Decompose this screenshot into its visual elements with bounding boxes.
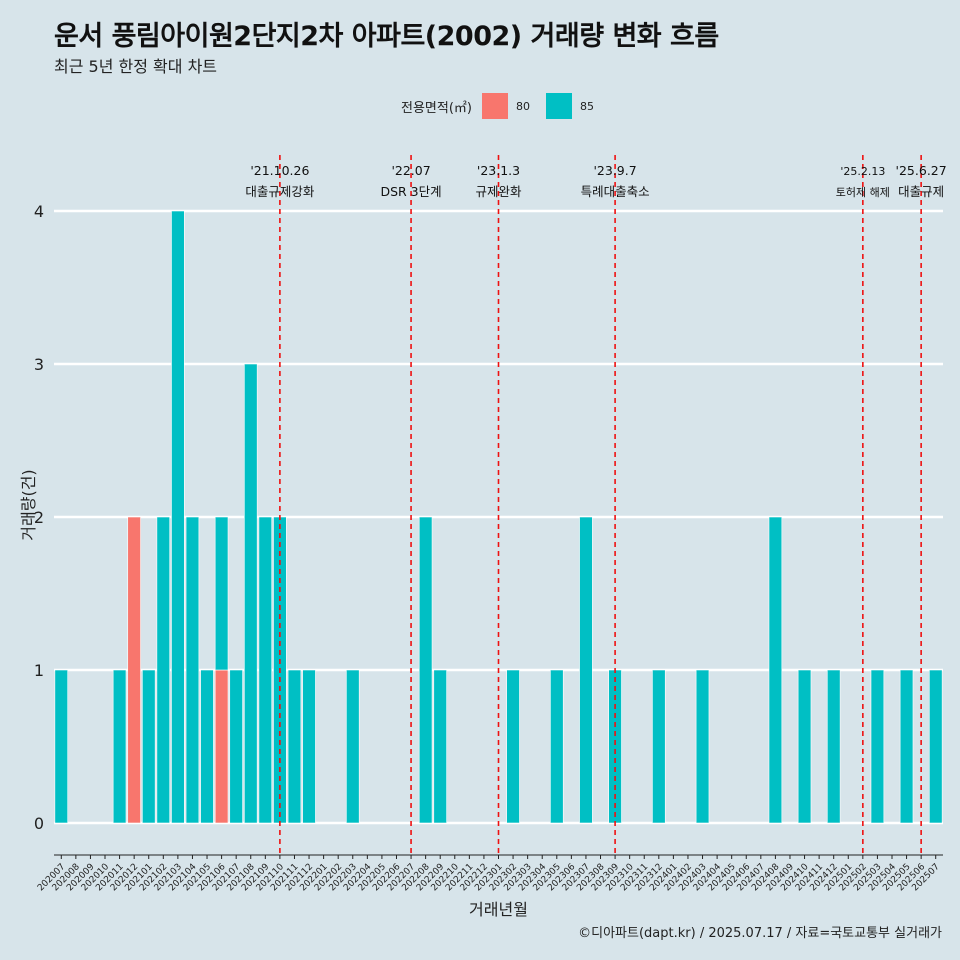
bar-85-202305 bbox=[550, 669, 564, 824]
y-tick-label: 2 bbox=[34, 508, 44, 527]
event-text-label: 토허제 해제 bbox=[836, 185, 890, 199]
y-tick-label: 3 bbox=[34, 355, 44, 374]
bar-85-202209 bbox=[433, 669, 447, 824]
legend: 전용면적(㎡) 80 85 bbox=[401, 93, 600, 119]
chart-title: 운서 풍림아이원2단지2차 아파트(2002) 거래량 변화 흐름 bbox=[54, 21, 719, 52]
bar-85-202505 bbox=[899, 669, 914, 824]
bar-85-202007 bbox=[54, 669, 68, 824]
bar-85-202203 bbox=[346, 669, 360, 824]
chart-subtitle: 최근 5년 한정 확대 차트 bbox=[54, 57, 218, 76]
x-axis-title: 거래년월 bbox=[469, 900, 528, 919]
bar-85-202309 bbox=[608, 669, 622, 824]
bar-85-202106 bbox=[214, 516, 229, 671]
legend-title: 전용면적(㎡) bbox=[401, 100, 472, 116]
y-tick-label: 1 bbox=[34, 661, 44, 680]
bar-80-202012 bbox=[127, 516, 141, 824]
bar-85-202107 bbox=[229, 669, 243, 824]
y-axis-title: 거래량(건) bbox=[19, 469, 38, 540]
legend-item-85: 85 bbox=[542, 93, 600, 119]
bar-85-202503 bbox=[870, 669, 885, 824]
legend-label-85: 85 bbox=[579, 99, 594, 113]
y-tick-label: 0 bbox=[34, 814, 44, 833]
bar-85-202101 bbox=[142, 669, 156, 824]
legend-swatch-85 bbox=[545, 93, 572, 119]
bar-85-202109 bbox=[258, 516, 273, 824]
bar-85-202507 bbox=[929, 669, 943, 824]
bar-85-202307 bbox=[579, 516, 593, 824]
bar-85-202403 bbox=[695, 669, 710, 824]
event-date-label: '23.1.3 bbox=[477, 163, 520, 178]
bar-85-202208 bbox=[418, 516, 433, 824]
event-date-label: '22.07 bbox=[391, 163, 430, 178]
bar-85-202112 bbox=[302, 669, 316, 824]
bar-85-202412 bbox=[826, 669, 841, 824]
bar-85-202104 bbox=[185, 516, 200, 824]
event-date-label: '23.9.7 bbox=[593, 163, 636, 178]
source-caption: ©디아파트(dapt.kr) / 2025.07.17 / 자료=국토교통부 실… bbox=[578, 926, 942, 941]
event-date-label: '21.10.26 bbox=[250, 163, 309, 178]
event-text-label: DSR 3단계 bbox=[380, 184, 441, 199]
legend-label-80: 80 bbox=[515, 99, 530, 113]
bar-85-202102 bbox=[156, 516, 171, 824]
bar-80-202106 bbox=[214, 669, 229, 824]
event-text-label: 특례대출축소 bbox=[581, 184, 650, 199]
legend-item-80: 80 bbox=[478, 93, 536, 119]
y-tick-label: 4 bbox=[34, 202, 44, 221]
bar-85-202111 bbox=[287, 669, 302, 824]
bar-85-202108 bbox=[244, 363, 258, 824]
event-text-label: 대출규제강화 bbox=[245, 184, 315, 199]
bar-85-202103 bbox=[171, 210, 185, 824]
event-date-label: '25.2.13 bbox=[840, 165, 885, 178]
bar-85-202312 bbox=[652, 669, 666, 824]
event-text-label: 대출규제 bbox=[898, 184, 944, 199]
event-text-label: 규제완화 bbox=[475, 184, 522, 199]
bar-85-202011 bbox=[112, 669, 127, 824]
event-date-label: '25.6.27 bbox=[896, 163, 947, 178]
bar-85-202105 bbox=[200, 669, 214, 824]
bar-85-202302 bbox=[506, 669, 520, 824]
bar-85-202408 bbox=[768, 516, 783, 824]
bar-85-202410 bbox=[797, 669, 812, 824]
legend-swatch-80 bbox=[481, 93, 508, 119]
